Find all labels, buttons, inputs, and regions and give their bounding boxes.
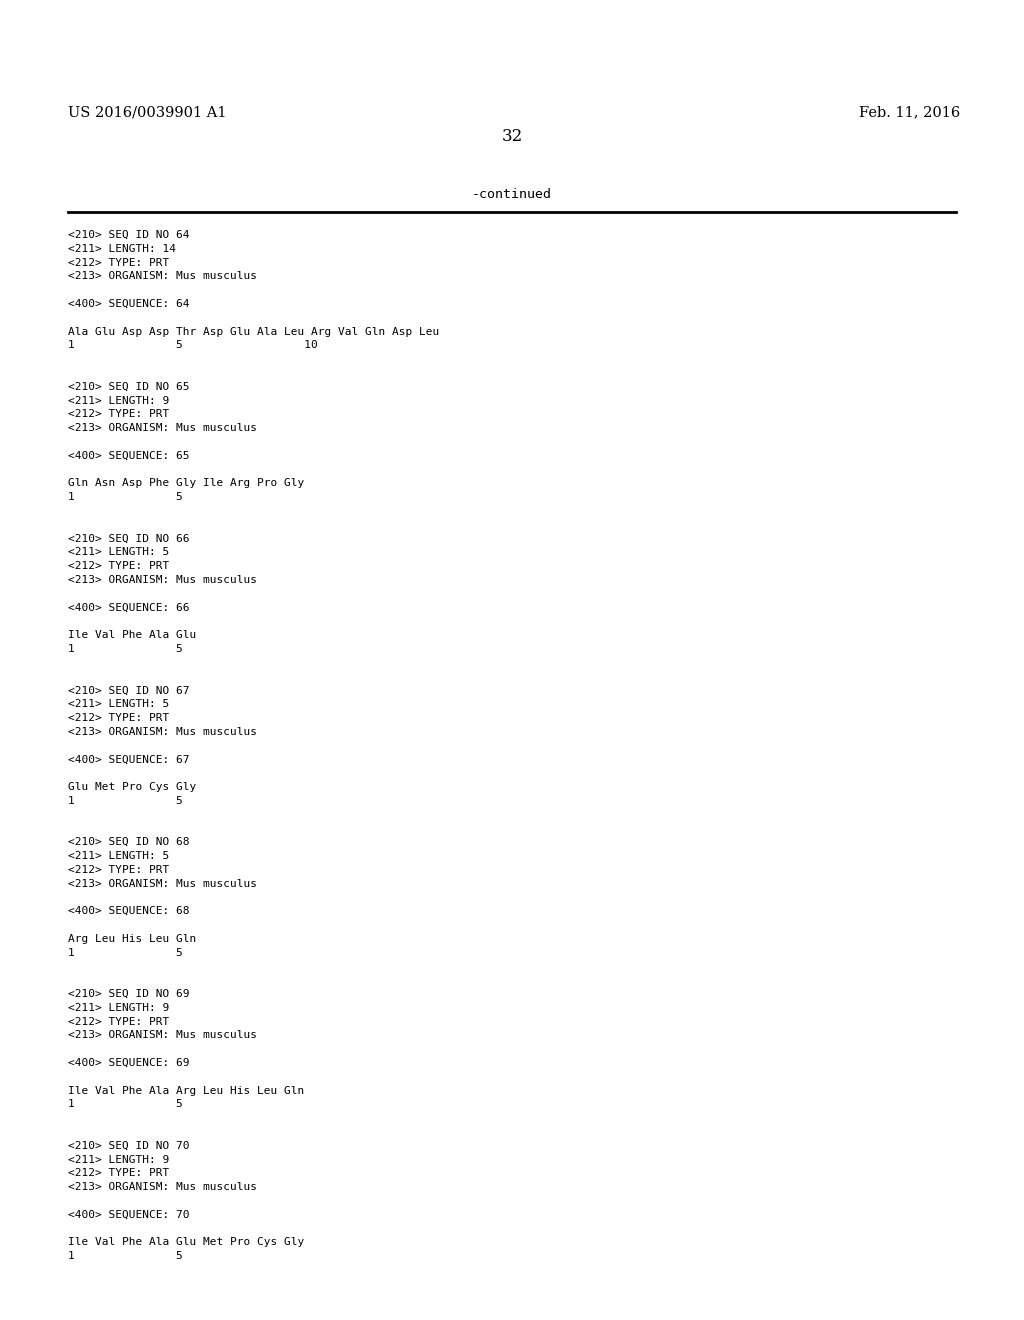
Text: <400> SEQUENCE: 64: <400> SEQUENCE: 64: [68, 300, 189, 309]
Text: <213> ORGANISM: Mus musculus: <213> ORGANISM: Mus musculus: [68, 1183, 257, 1192]
Text: <212> TYPE: PRT: <212> TYPE: PRT: [68, 1168, 169, 1179]
Text: <213> ORGANISM: Mus musculus: <213> ORGANISM: Mus musculus: [68, 272, 257, 281]
Text: Feb. 11, 2016: Feb. 11, 2016: [859, 106, 961, 119]
Text: <211> LENGTH: 5: <211> LENGTH: 5: [68, 548, 169, 557]
Text: 1               5: 1 5: [68, 492, 182, 502]
Text: <400> SEQUENCE: 68: <400> SEQUENCE: 68: [68, 907, 189, 916]
Text: 1               5: 1 5: [68, 1251, 182, 1261]
Text: US 2016/0039901 A1: US 2016/0039901 A1: [68, 106, 226, 119]
Text: <212> TYPE: PRT: <212> TYPE: PRT: [68, 713, 169, 723]
Text: <210> SEQ ID NO 65: <210> SEQ ID NO 65: [68, 381, 189, 392]
Text: <211> LENGTH: 14: <211> LENGTH: 14: [68, 244, 176, 253]
Text: -continued: -continued: [472, 187, 552, 201]
Text: <212> TYPE: PRT: <212> TYPE: PRT: [68, 561, 169, 572]
Text: Gln Asn Asp Phe Gly Ile Arg Pro Gly: Gln Asn Asp Phe Gly Ile Arg Pro Gly: [68, 478, 304, 488]
Text: <213> ORGANISM: Mus musculus: <213> ORGANISM: Mus musculus: [68, 727, 257, 737]
Text: <210> SEQ ID NO 66: <210> SEQ ID NO 66: [68, 533, 189, 544]
Text: 1               5: 1 5: [68, 1100, 182, 1109]
Text: <210> SEQ ID NO 64: <210> SEQ ID NO 64: [68, 230, 189, 240]
Text: <211> LENGTH: 9: <211> LENGTH: 9: [68, 1003, 169, 1012]
Text: Ile Val Phe Ala Glu: Ile Val Phe Ala Glu: [68, 630, 197, 640]
Text: <212> TYPE: PRT: <212> TYPE: PRT: [68, 1016, 169, 1027]
Text: Ile Val Phe Ala Arg Leu His Leu Gln: Ile Val Phe Ala Arg Leu His Leu Gln: [68, 1085, 304, 1096]
Text: <212> TYPE: PRT: <212> TYPE: PRT: [68, 257, 169, 268]
Text: <212> TYPE: PRT: <212> TYPE: PRT: [68, 409, 169, 420]
Text: 32: 32: [502, 128, 522, 145]
Text: <212> TYPE: PRT: <212> TYPE: PRT: [68, 865, 169, 875]
Text: Glu Met Pro Cys Gly: Glu Met Pro Cys Gly: [68, 781, 197, 792]
Text: <400> SEQUENCE: 67: <400> SEQUENCE: 67: [68, 755, 189, 764]
Text: <211> LENGTH: 9: <211> LENGTH: 9: [68, 1155, 169, 1164]
Text: 1               5: 1 5: [68, 644, 182, 653]
Text: Ile Val Phe Ala Glu Met Pro Cys Gly: Ile Val Phe Ala Glu Met Pro Cys Gly: [68, 1237, 304, 1247]
Text: <213> ORGANISM: Mus musculus: <213> ORGANISM: Mus musculus: [68, 1031, 257, 1040]
Text: <210> SEQ ID NO 70: <210> SEQ ID NO 70: [68, 1140, 189, 1151]
Text: <211> LENGTH: 5: <211> LENGTH: 5: [68, 700, 169, 709]
Text: 1               5                  10: 1 5 10: [68, 341, 317, 350]
Text: <211> LENGTH: 5: <211> LENGTH: 5: [68, 851, 169, 861]
Text: <210> SEQ ID NO 68: <210> SEQ ID NO 68: [68, 837, 189, 847]
Text: <213> ORGANISM: Mus musculus: <213> ORGANISM: Mus musculus: [68, 879, 257, 888]
Text: <210> SEQ ID NO 69: <210> SEQ ID NO 69: [68, 989, 189, 999]
Text: 1               5: 1 5: [68, 796, 182, 805]
Text: <400> SEQUENCE: 66: <400> SEQUENCE: 66: [68, 603, 189, 612]
Text: Arg Leu His Leu Gln: Arg Leu His Leu Gln: [68, 933, 197, 944]
Text: <213> ORGANISM: Mus musculus: <213> ORGANISM: Mus musculus: [68, 424, 257, 433]
Text: <400> SEQUENCE: 65: <400> SEQUENCE: 65: [68, 451, 189, 461]
Text: <210> SEQ ID NO 67: <210> SEQ ID NO 67: [68, 685, 189, 696]
Text: <213> ORGANISM: Mus musculus: <213> ORGANISM: Mus musculus: [68, 576, 257, 585]
Text: <400> SEQUENCE: 69: <400> SEQUENCE: 69: [68, 1059, 189, 1068]
Text: <211> LENGTH: 9: <211> LENGTH: 9: [68, 396, 169, 405]
Text: <400> SEQUENCE: 70: <400> SEQUENCE: 70: [68, 1210, 189, 1220]
Text: Ala Glu Asp Asp Thr Asp Glu Ala Leu Arg Val Gln Asp Leu: Ala Glu Asp Asp Thr Asp Glu Ala Leu Arg …: [68, 326, 439, 337]
Text: 1               5: 1 5: [68, 948, 182, 957]
